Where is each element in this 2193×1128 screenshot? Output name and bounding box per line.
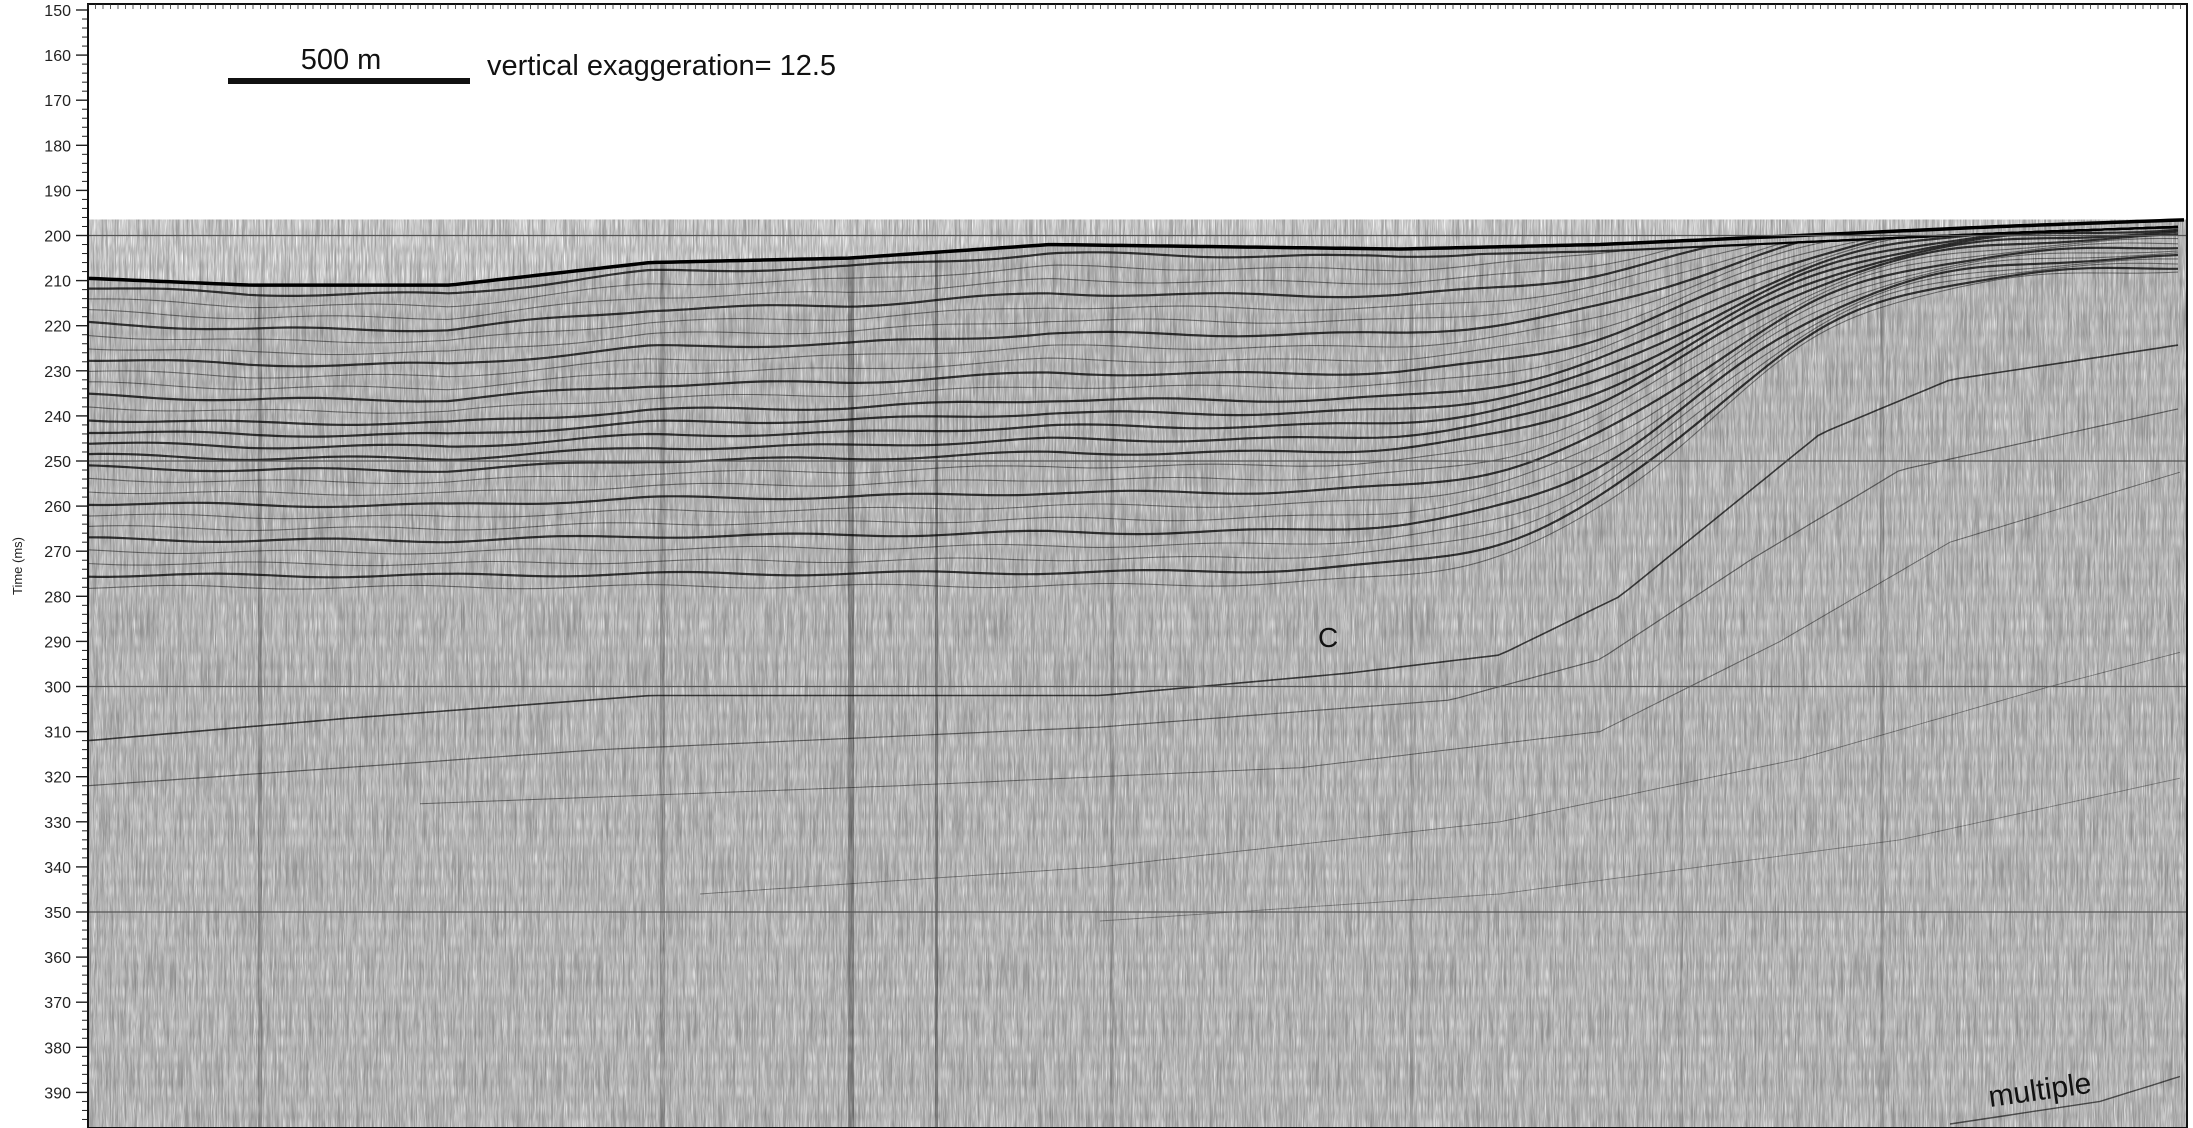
y-tick-label: 370 bbox=[44, 995, 71, 1012]
reference-time-lines bbox=[88, 234, 2187, 913]
y-axis-label: Time (ms) bbox=[10, 537, 25, 595]
reflector-line bbox=[88, 246, 2179, 509]
plot-frame bbox=[87, 3, 2188, 1128]
y-tick-label: 330 bbox=[44, 815, 71, 832]
y-tick-label: 180 bbox=[44, 138, 71, 155]
reflector-line bbox=[88, 242, 2179, 496]
y-tick-label: 360 bbox=[44, 950, 71, 967]
y-tick-label: 200 bbox=[44, 229, 71, 246]
reflector-line bbox=[88, 226, 2179, 414]
section-texture-fine bbox=[88, 219, 2187, 1128]
y-tick-label: 230 bbox=[44, 364, 71, 381]
y-tick-label: 220 bbox=[44, 319, 71, 336]
trace-band bbox=[1880, 231, 1884, 1128]
time-axis: 150 160 170 180 190 200 210 220 230 240 250 260 270 2… bbox=[44, 3, 88, 1128]
deep-reflector bbox=[88, 408, 2179, 787]
y-tick-label: 270 bbox=[44, 544, 71, 561]
y-tick-label: 240 bbox=[44, 409, 71, 426]
reflector-line bbox=[88, 226, 2179, 438]
trace-band bbox=[1680, 240, 1683, 1128]
reflector-line bbox=[88, 226, 2179, 391]
reflector-c-label: C bbox=[1318, 622, 1338, 653]
reflector-line bbox=[88, 230, 2179, 462]
scale-bar: 500 m bbox=[228, 44, 470, 84]
reflector-line bbox=[88, 225, 2179, 368]
y-tick-label: 350 bbox=[44, 905, 71, 922]
y-tick-label: 290 bbox=[44, 634, 71, 651]
reflector-line bbox=[88, 237, 2179, 485]
reflector-line bbox=[88, 258, 2178, 555]
deep-reflector bbox=[419, 471, 2181, 805]
y-tick-label: 340 bbox=[44, 860, 71, 877]
reflector-line bbox=[88, 228, 2179, 450]
trace-band bbox=[1410, 248, 1413, 1128]
y-tick-label: 170 bbox=[44, 93, 71, 110]
y-tick-label: 390 bbox=[44, 1085, 71, 1102]
seismic-section bbox=[88, 219, 2187, 1128]
reflector-line bbox=[88, 233, 2179, 473]
seismic-reflectors bbox=[88, 218, 2185, 1125]
seabed-reflector bbox=[88, 218, 2185, 287]
y-tick-label: 260 bbox=[44, 499, 71, 516]
y-tick-label: 160 bbox=[44, 48, 71, 65]
reflector-line bbox=[88, 250, 2179, 520]
trace-band bbox=[852, 257, 854, 1128]
reflector-line bbox=[88, 262, 2179, 567]
vertical-exaggeration-label: vertical exaggeration= 12.5 bbox=[487, 50, 836, 82]
reflector-line bbox=[88, 253, 2179, 544]
y-tick-label: 320 bbox=[44, 770, 71, 787]
y-tick-label: 300 bbox=[44, 680, 71, 697]
reflector-line bbox=[88, 271, 2179, 590]
trace-band bbox=[935, 252, 938, 1128]
y-tick-label: 210 bbox=[44, 274, 71, 291]
y-tick-label: 380 bbox=[44, 1040, 71, 1057]
trace-band bbox=[660, 262, 665, 1128]
top-tick-marks bbox=[87, 4, 2181, 9]
y-tick-label: 150 bbox=[44, 3, 71, 20]
deep-reflector bbox=[88, 344, 2179, 742]
deep-reflector bbox=[699, 651, 2181, 895]
reflector-line bbox=[88, 252, 2179, 531]
reflector-line bbox=[88, 225, 2179, 403]
trace-band bbox=[258, 285, 262, 1128]
reflector-line bbox=[88, 226, 2179, 379]
reflector-line bbox=[88, 225, 2179, 426]
y-tick-label: 280 bbox=[44, 589, 71, 606]
deep-reflector bbox=[1949, 1075, 2181, 1125]
scale-bar-label: 500 m bbox=[301, 44, 382, 76]
deep-reflector bbox=[1099, 777, 2181, 922]
y-tick-label: 310 bbox=[44, 725, 71, 742]
y-tick-label: 190 bbox=[44, 183, 71, 200]
reflector-line bbox=[88, 266, 2178, 579]
y-tick-label: 250 bbox=[44, 454, 71, 471]
trace-band bbox=[848, 258, 852, 1128]
